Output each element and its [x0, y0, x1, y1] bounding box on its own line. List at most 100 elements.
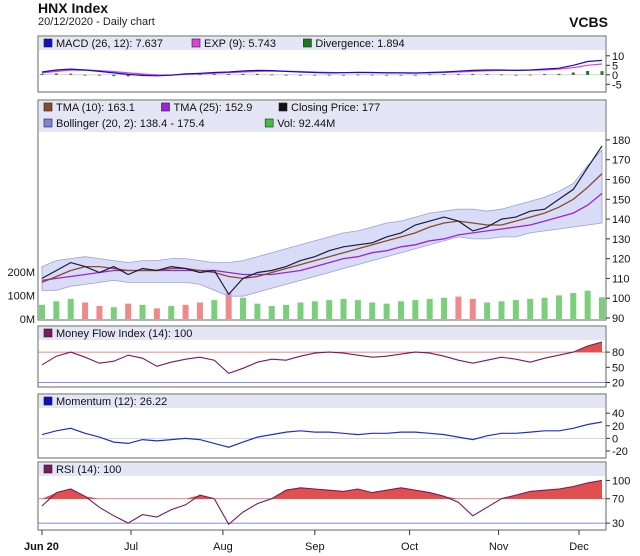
legend-swatch	[191, 38, 201, 48]
legend-band	[39, 101, 605, 132]
closing-price-line	[41, 145, 603, 296]
divergence-bar	[370, 74, 374, 76]
price-y-tick: 110	[612, 273, 630, 285]
momentum-line	[41, 421, 603, 448]
price-y-tick: 170	[612, 155, 630, 167]
momentum-y-tick: 20	[612, 421, 624, 433]
volume-bar	[584, 290, 591, 319]
legend-swatch	[43, 396, 53, 406]
volume-bar	[82, 302, 89, 319]
legend-swatch	[43, 118, 53, 128]
volume-tick-label: 200M	[7, 267, 35, 279]
divergence-bar	[442, 74, 446, 76]
divergence-bar	[54, 73, 58, 75]
macd-y-tick: 0	[612, 70, 618, 82]
legend-swatch	[161, 102, 170, 112]
divergence-bar	[342, 74, 346, 76]
volume-bar	[484, 302, 491, 319]
volume-bar	[182, 304, 189, 319]
legend-swatch	[43, 328, 53, 338]
volume-bar	[527, 298, 534, 319]
divergence-bar	[255, 73, 259, 75]
volume-bar	[153, 308, 160, 319]
legend-label: Money Flow Index (14): 100	[56, 328, 192, 340]
divergence-bar	[600, 71, 604, 75]
volume-bar	[168, 306, 175, 319]
volume-bar	[426, 298, 433, 319]
divergence-bar	[471, 73, 475, 75]
divergence-bar	[227, 74, 231, 75]
divergence-bar	[212, 74, 216, 75]
mfi-y-tick: 50	[612, 362, 624, 374]
legend-label: MACD (26, 12): 7.637	[56, 38, 163, 50]
divergence-bar	[485, 74, 489, 75]
volume-bar	[125, 303, 132, 319]
volume-bar	[354, 300, 361, 319]
legend-label: TMA (25): 152.9	[174, 102, 253, 114]
divergence-bar	[241, 73, 245, 75]
price-y-tick: 120	[612, 254, 630, 266]
volume-bar	[110, 307, 117, 319]
volume-bar	[53, 301, 60, 319]
macd-y-tick: 5	[612, 60, 618, 72]
legend-band	[39, 395, 605, 408]
volume-bar	[326, 300, 333, 319]
price-y-tick: 160	[612, 175, 630, 187]
legend-swatch	[303, 38, 312, 48]
divergence-bar	[586, 71, 590, 75]
divergence-bar	[83, 74, 87, 76]
legend-label: Vol: 92.44M	[277, 118, 335, 130]
volume-bar	[570, 293, 577, 319]
volume-bar	[240, 297, 247, 319]
brand-label: VCBS	[569, 14, 608, 30]
bollinger-band	[41, 148, 603, 297]
legend-label: Momentum (12): 26.22	[56, 396, 167, 408]
divergence-bar	[399, 74, 403, 76]
momentum-y-tick: -20	[612, 446, 628, 458]
legend-label: Closing Price: 177	[291, 102, 380, 114]
volume-bar	[455, 296, 462, 319]
mfi-y-tick: 20	[612, 377, 624, 389]
month-label: Jul	[124, 541, 138, 553]
volume-bar	[369, 302, 376, 319]
rsi-overbought-fill	[42, 480, 602, 499]
divergence-bar	[428, 74, 432, 76]
chart-title: HNX Index	[38, 0, 109, 16]
legend-label: Bollinger (20, 2): 138.4 - 175.4	[56, 118, 205, 130]
rsi-y-tick: 30	[612, 518, 624, 530]
divergence-bar	[270, 74, 274, 76]
volume-bar	[512, 300, 519, 319]
volume-bar	[268, 306, 275, 319]
price-y-tick: 130	[612, 234, 630, 246]
volume-bar	[340, 298, 347, 319]
legend-label: TMA (10): 163.1	[56, 102, 135, 114]
macd-y-tick: -5	[612, 79, 622, 91]
volume-bar	[412, 300, 419, 319]
rsi-line	[41, 479, 603, 526]
divergence-bar	[327, 74, 331, 76]
divergence-bar	[514, 74, 518, 76]
month-label: Oct	[401, 541, 418, 553]
price-y-tick: 90	[612, 313, 624, 325]
legend-swatch	[43, 464, 53, 474]
price-y-tick: 100	[612, 293, 630, 305]
volume-bar	[96, 306, 103, 319]
chart-subtitle: 20/12/2020 - Daily chart	[38, 16, 155, 28]
volume-bar	[297, 302, 304, 319]
volume-bar	[225, 293, 232, 319]
volume-bar	[397, 301, 404, 319]
divergence-bar	[557, 73, 561, 75]
legend-band	[39, 327, 605, 340]
volume-bar	[254, 303, 261, 319]
volume-tick-label: 0M	[20, 314, 35, 326]
month-label: Sep	[305, 541, 325, 553]
divergence-bar	[313, 74, 317, 76]
volume-bar	[555, 295, 562, 319]
mfi-line	[41, 341, 603, 375]
volume-bar	[469, 298, 476, 319]
divergence-bar	[571, 72, 575, 75]
divergence-bar	[499, 74, 503, 76]
legend-band	[39, 37, 605, 50]
month-label: Aug	[213, 541, 233, 553]
